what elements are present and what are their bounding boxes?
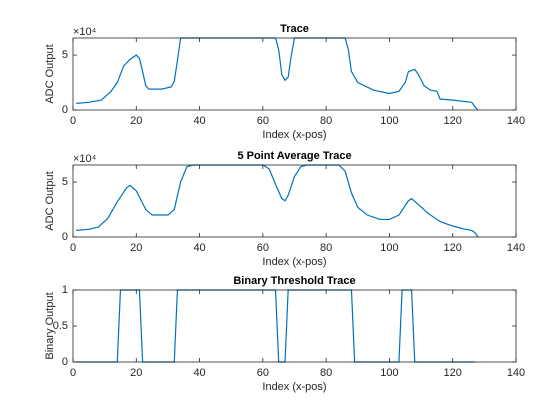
x-tick-label: 100: [380, 242, 398, 254]
x-tick-label: 140: [507, 242, 525, 254]
x-tick-label: 80: [320, 242, 332, 254]
y-tick-label: 0.5: [53, 320, 68, 332]
x-tick-label: 0: [70, 242, 76, 254]
y-tick-label: 0: [62, 356, 68, 368]
y-tick-label: 0: [62, 231, 68, 243]
x-axis-label: Index (x-pos): [262, 256, 326, 268]
axes-box: [72, 164, 517, 238]
y-exponent: ×10⁴: [73, 26, 97, 38]
x-tick-label: 20: [130, 115, 142, 127]
y-tick-label: 1: [62, 284, 68, 296]
x-tick-label: 0: [70, 115, 76, 127]
y-tick-label: 0: [62, 104, 68, 116]
axes-background: [73, 38, 516, 110]
x-tick-label: 20: [130, 242, 142, 254]
x-tick-label: 120: [444, 242, 462, 254]
y-axis-label: Binary Output: [44, 292, 56, 359]
data-line: [76, 37, 479, 111]
y-exponent: ×10⁴: [73, 153, 97, 165]
x-tick-label: 40: [193, 115, 205, 127]
x-tick-label: 20: [130, 367, 142, 379]
y-tick-label: 5: [62, 49, 68, 61]
x-tick-label: 40: [193, 367, 205, 379]
x-tick-label: 140: [507, 115, 525, 127]
x-tick-label: 60: [257, 242, 269, 254]
x-tick-label: 120: [444, 367, 462, 379]
y-axis-label: ADC Output: [44, 44, 56, 103]
x-tick-label: 40: [193, 242, 205, 254]
x-tick-label: 140: [507, 367, 525, 379]
x-tick-label: 80: [320, 367, 332, 379]
axes-box: [72, 37, 517, 111]
x-tick-label: 0: [70, 367, 76, 379]
axes-background: [73, 290, 516, 362]
x-tick-label: 60: [257, 115, 269, 127]
x-tick-label: 80: [320, 115, 332, 127]
x-tick-label: 100: [380, 115, 398, 127]
data-line: [76, 164, 479, 238]
axes-title: 5 Point Average Trace: [237, 150, 351, 162]
x-axis-label: Index (x-pos): [262, 129, 326, 141]
x-tick-label: 120: [444, 115, 462, 127]
x-tick-label: 60: [257, 367, 269, 379]
x-axis-label: Index (x-pos): [262, 381, 326, 393]
x-tick-label: 100: [380, 367, 398, 379]
axes-title: Trace: [280, 23, 309, 35]
axes-title: Binary Threshold Trace: [233, 275, 355, 287]
y-tick-label: 5: [62, 176, 68, 188]
y-axis-label: ADC Output: [44, 171, 56, 230]
